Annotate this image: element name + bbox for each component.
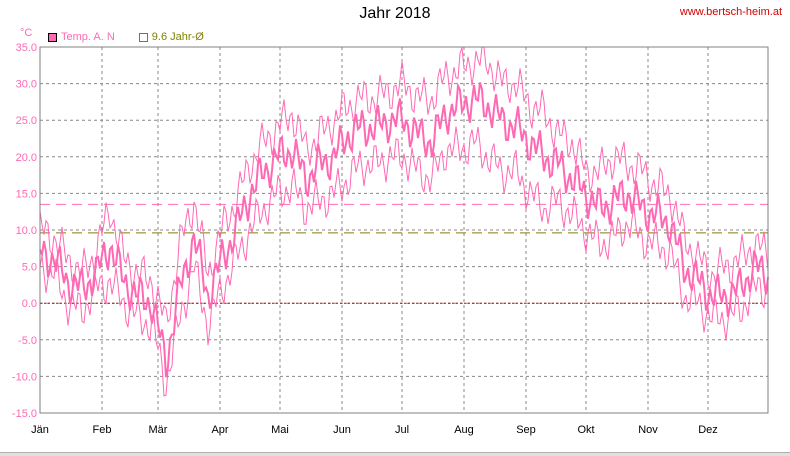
series-line-min	[39, 126, 769, 397]
x-tick-label: Jun	[333, 424, 351, 436]
x-axis: Jän Feb Mär Apr Mai Jun Jul Aug Sep Okt Nov Dez	[31, 424, 718, 436]
series-line-mean	[39, 82, 769, 378]
x-tick-label: Okt	[577, 424, 594, 436]
y-tick-label: 10.0	[16, 225, 37, 237]
x-tick-label: Dez	[698, 424, 718, 436]
plot-frame	[39, 46, 769, 414]
x-tick-label: Mär	[149, 424, 168, 436]
source-url[interactable]: www.bertsch-heim.at	[679, 6, 782, 18]
y-tick-label: 0.0	[22, 298, 37, 310]
y-tick-label: 15.0	[16, 188, 37, 200]
y-tick-label: 20.0	[16, 152, 37, 164]
legend-swatch-avg	[138, 32, 148, 42]
x-tick-label: Nov	[638, 424, 658, 436]
grid	[40, 47, 768, 413]
x-tick-label: Jän	[31, 424, 49, 436]
x-tick-label: Apr	[211, 424, 228, 436]
legend-swatch-temp	[48, 32, 57, 42]
legend-item-temp: Temp. A. N	[48, 31, 115, 43]
reference-lines	[40, 203, 768, 304]
chart-title: Jahr 2018	[359, 5, 431, 22]
series-lines	[39, 46, 769, 397]
x-tick-label: Sep	[516, 424, 536, 436]
legend-item-avg: 9.6 Jahr-Ø	[138, 31, 204, 43]
x-tick-label: Aug	[454, 424, 474, 436]
y-tick-label: 5.0	[22, 262, 37, 274]
status-bar	[0, 452, 790, 456]
legend-label-temp: Temp. A. N	[61, 31, 115, 43]
x-tick-label: Jul	[395, 424, 409, 436]
x-tick-label: Feb	[93, 424, 112, 436]
y-tick-label: -5.0	[18, 335, 37, 347]
y-axis-label: °C	[20, 27, 32, 39]
y-tick-label: -10.0	[12, 371, 37, 383]
y-tick-label: 35.0	[16, 42, 37, 54]
legend: Temp. A. N 9.6 Jahr-Ø	[48, 31, 228, 43]
y-tick-label: 30.0	[16, 79, 37, 91]
y-tick-label: 25.0	[16, 115, 37, 127]
x-tick-label: Mai	[271, 424, 289, 436]
legend-label-avg: 9.6 Jahr-Ø	[151, 31, 204, 43]
y-tick-label: -15.0	[12, 408, 37, 420]
y-axis: 35.0 30.0 25.0 20.0 15.0 10.0 5.0 0.0 -5.0 -10.0 -…	[12, 42, 37, 420]
series-line-max	[39, 46, 769, 323]
